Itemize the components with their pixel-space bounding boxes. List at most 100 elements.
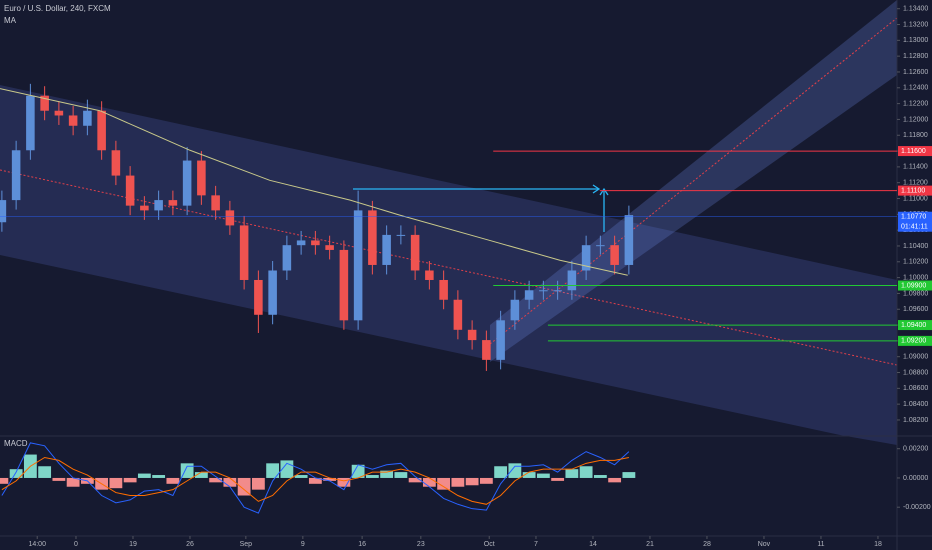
candle-body [83,110,92,126]
x-tick-label: 14 [589,541,597,548]
candle-body [325,245,334,250]
x-tick-label: 16 [358,541,366,548]
y-tick-label: 1.10200 [903,259,928,266]
x-tick-label: 7 [534,541,538,548]
level-label: 1.11600 [901,148,926,155]
y-tick-label: 0.00200 [903,446,928,453]
y-tick-label: 0.00000 [903,475,928,482]
candle-body [125,175,135,206]
y-tick-label: 1.12200 [903,100,928,107]
moving-average [0,88,628,276]
histogram-bar [479,477,493,484]
candle-body [282,245,292,271]
indicator-label: MA [4,16,17,25]
histogram-bar [351,464,365,478]
histogram-bar [451,477,465,487]
x-tick-label: Oct [484,541,495,548]
y-tick-label: 1.13200 [903,21,928,28]
indicator-label: MACD [4,439,28,448]
level-label: 1.09900 [901,282,926,289]
candle-body [239,225,249,280]
x-tick-label: Sep [240,541,253,548]
candle-body [567,270,577,291]
candle-body [410,234,420,271]
candle-body [496,320,505,360]
candle-body [425,270,434,280]
x-tick-label: 28 [703,541,711,548]
histogram-bar [180,463,194,478]
histogram-bar [508,463,522,478]
candle-body [111,150,121,176]
candle-body [581,245,591,271]
candle-body [254,279,263,315]
histogram-bar [536,473,550,478]
descending-channel [0,85,897,445]
x-tick-label: 0 [74,541,78,548]
candle-body [482,340,491,360]
level-label: 1.09400 [901,322,926,329]
x-tick-label: 26 [186,541,194,548]
candle-body [339,249,349,321]
candle-body [26,95,35,151]
y-tick-label: 1.09000 [903,354,928,361]
histogram-bar [622,472,636,478]
histogram-bar [308,477,322,484]
x-tick-label: 14:00 [28,541,46,548]
histogram-bar [123,477,137,483]
y-tick-label: 1.08200 [903,417,928,424]
y-tick-label: 1.12800 [903,53,928,60]
channel-midline [0,169,898,366]
histogram-bar [0,477,9,484]
level-label: 1.09200 [901,338,926,345]
y-tick-label: 1.09800 [903,290,928,297]
arrow-head [592,184,601,194]
histogram-bar [565,469,579,478]
y-tick-label: 1.11400 [903,164,928,171]
y-tick-label: 1.12000 [903,116,928,123]
last-price-label: 1.10770 [901,214,926,221]
candle-body [353,210,363,321]
histogram-bar [223,477,237,487]
y-tick-label: 1.13400 [903,6,928,13]
candle-body [154,200,163,211]
y-tick-label: 1.11200 [903,180,928,187]
histogram-bar [152,475,166,478]
y-tick-label: 1.08800 [903,369,928,376]
histogram-bar [323,477,337,481]
histogram-bar [237,477,251,496]
y-tick-label: 1.10400 [903,243,928,250]
histogram-bar [109,477,123,489]
histogram-bar [394,472,408,478]
level-label-bg [898,280,932,291]
histogram-bar [422,477,436,487]
candle-body [54,110,64,116]
candle-body [268,270,277,315]
candle-body [539,290,548,292]
y-tick-label: 1.08600 [903,385,928,392]
candle-body [11,150,21,201]
candle-body [524,290,534,300]
level-label-bg [898,335,932,346]
candle-body [296,240,306,246]
candle-body [453,299,463,330]
histogram-bar [209,477,223,483]
candle-body [68,115,78,126]
histogram-bar [408,477,422,483]
y-tick-label: 1.10000 [903,274,928,281]
histogram-bar [294,475,308,478]
candle-body [168,200,178,206]
histogram-bar [522,472,536,478]
candle-body [624,215,634,265]
candle-body [610,245,619,265]
histogram-bar [437,477,451,490]
x-tick-label: 9 [301,541,305,548]
histogram-bar [9,469,23,478]
y-tick-label: 1.11800 [903,132,928,139]
candle-body [225,210,235,226]
histogram-bar [166,477,180,484]
histogram-bar [608,477,622,483]
candle-body [140,205,149,211]
candle-body [382,234,391,265]
chart-title: Euro / U.S. Dollar, 240, FXCM [4,4,111,13]
candle-body [211,195,220,211]
